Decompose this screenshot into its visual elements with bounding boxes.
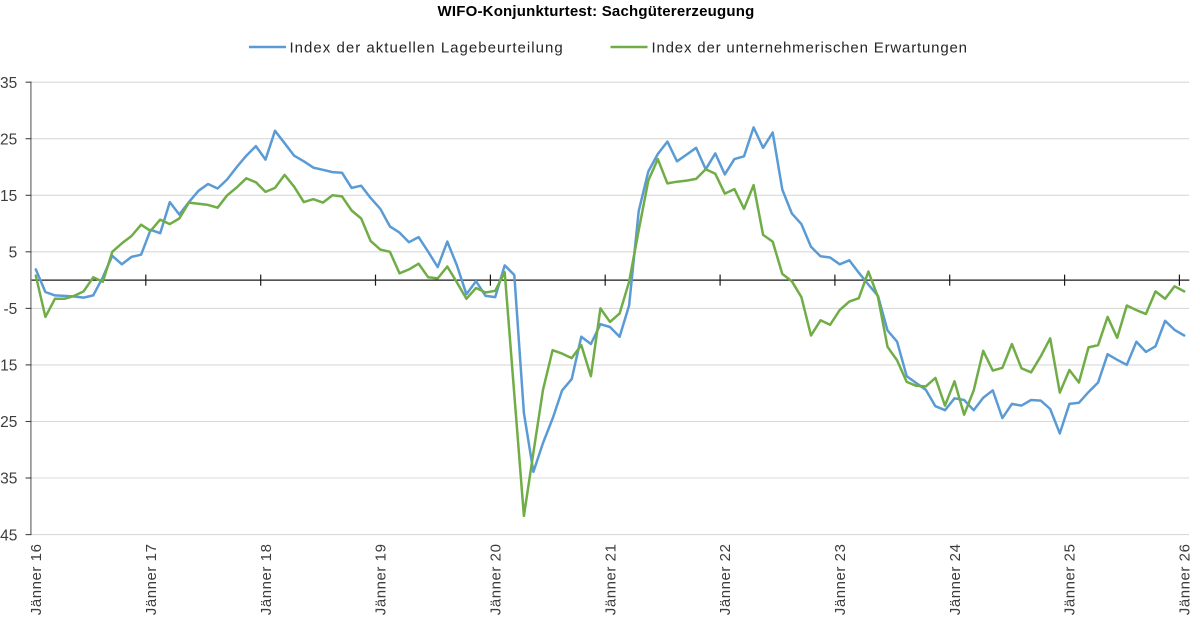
svg-text:Jänner 23: Jänner 23	[832, 544, 849, 616]
svg-text:Jänner 16: Jänner 16	[28, 544, 45, 616]
svg-text:Jänner 17: Jänner 17	[143, 544, 160, 616]
svg-text:35: 35	[0, 75, 17, 92]
svg-text:-45: -45	[0, 527, 17, 544]
svg-text:-25: -25	[0, 414, 17, 431]
svg-text:-35: -35	[0, 471, 17, 488]
svg-text:-5: -5	[4, 301, 18, 318]
svg-text:Index der aktuellen Lagebeurte: Index der aktuellen Lagebeurteilung	[290, 39, 564, 56]
svg-text:25: 25	[0, 131, 17, 148]
svg-text:Jänner 25: Jänner 25	[1062, 544, 1079, 616]
svg-text:-15: -15	[0, 358, 17, 375]
svg-text:Jänner 19: Jänner 19	[373, 544, 390, 616]
svg-text:Jänner 21: Jänner 21	[602, 544, 619, 616]
svg-text:Index der unternehmerischen Er: Index der unternehmerischen Erwartungen	[652, 39, 968, 56]
svg-text:15: 15	[0, 188, 17, 205]
svg-text:WIFO-Konjunkturtest: Sachgüter: WIFO-Konjunkturtest: Sachgütererzeugung	[438, 3, 755, 20]
svg-text:Jänner 22: Jänner 22	[717, 544, 734, 616]
svg-text:Jänner 24: Jänner 24	[947, 544, 964, 616]
svg-text:5: 5	[9, 245, 18, 262]
svg-text:Jänner 18: Jänner 18	[258, 544, 275, 616]
svg-text:Jänner 26: Jänner 26	[1177, 544, 1194, 616]
svg-text:Jänner 20: Jänner 20	[488, 544, 505, 616]
